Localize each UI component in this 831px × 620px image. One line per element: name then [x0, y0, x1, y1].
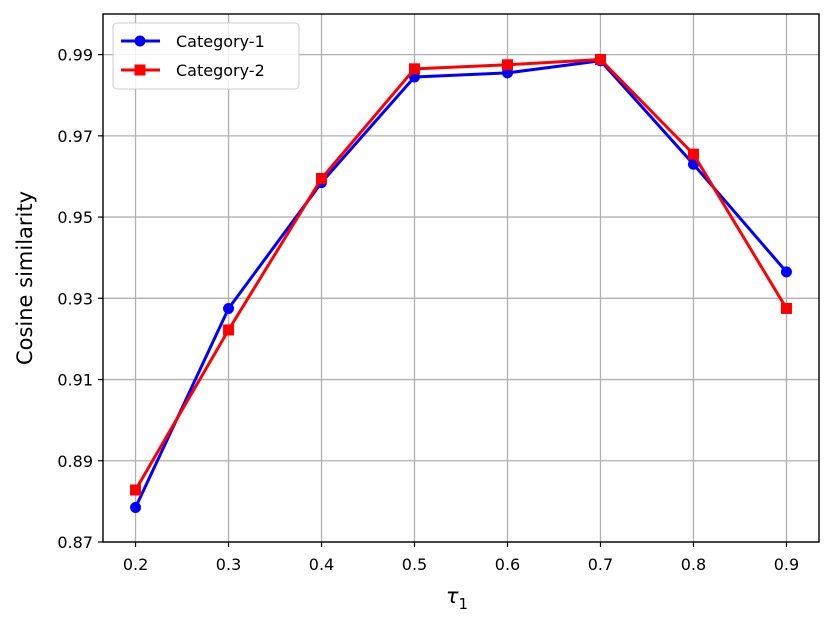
series-layer	[130, 53, 792, 513]
y-tick-label: 0.99	[57, 46, 93, 65]
y-axis-title: Cosine similarity	[13, 191, 37, 365]
x-axis-title: τ1	[446, 584, 468, 613]
legend-marker-category-2	[134, 64, 146, 76]
data-point-category-2	[594, 53, 606, 65]
data-point-category-2	[780, 302, 792, 314]
data-point-category-1	[780, 266, 792, 278]
data-point-category-2	[130, 484, 142, 496]
plot-frame	[102, 13, 820, 543]
data-point-category-2	[687, 148, 699, 160]
x-tick-label: 0.3	[216, 555, 241, 574]
x-axis-title-subscript: 1	[459, 595, 469, 613]
y-tick-label: 0.93	[57, 289, 93, 308]
legend: Category-1 Category-2	[112, 22, 300, 90]
data-point-category-2	[409, 63, 421, 75]
series-line-category-1	[134, 59, 788, 509]
x-tick-label: 0.7	[588, 555, 613, 574]
x-tick-label: 0.8	[681, 555, 706, 574]
y-tick-label: 0.97	[57, 127, 93, 146]
y-axis-ticks: 0.87 0.89 0.91 0.93 0.95 0.97 0.99	[57, 46, 103, 552]
y-tick-label: 0.95	[57, 208, 93, 227]
data-point-category-1	[223, 302, 235, 314]
x-tick-label: 0.4	[309, 555, 334, 574]
data-point-category-2	[316, 172, 328, 184]
legend-label-category-2: Category-2	[176, 61, 265, 80]
y-tick-label: 0.87	[57, 533, 93, 552]
data-point-category-1	[130, 501, 142, 513]
x-tick-label: 0.2	[123, 555, 148, 574]
y-tick-label: 0.91	[57, 371, 93, 390]
x-tick-label: 0.6	[495, 555, 520, 574]
series-line-category-2	[134, 57, 788, 491]
x-axis-ticks: 0.2 0.3 0.4 0.5 0.6 0.7 0.8 0.9	[123, 542, 799, 574]
x-axis-title-symbol: τ	[446, 584, 459, 608]
series-category-2	[130, 53, 792, 496]
data-point-category-2	[223, 324, 235, 336]
data-point-category-2	[501, 59, 513, 71]
x-tick-label: 0.5	[402, 555, 427, 574]
grid	[103, 14, 819, 543]
legend-marker-category-1	[134, 35, 146, 47]
x-tick-label: 0.9	[774, 555, 799, 574]
y-tick-label: 0.89	[57, 452, 93, 471]
legend-label-category-1: Category-1	[176, 32, 265, 51]
